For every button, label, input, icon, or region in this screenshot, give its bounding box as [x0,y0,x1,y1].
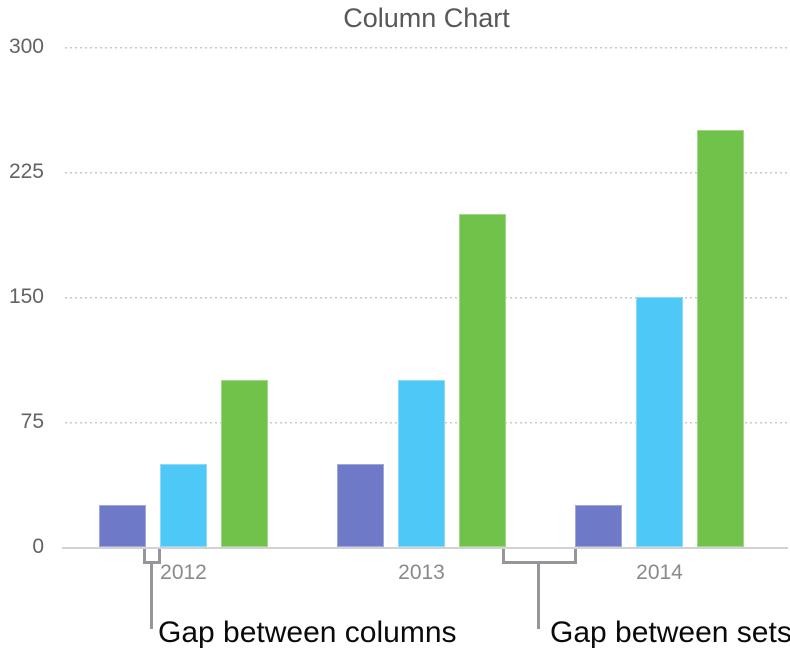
chart-title: Column Chart [343,3,510,33]
bar-series-3-green-2013 [459,213,506,547]
bar-series-2-blue-2012 [160,463,207,547]
bar-series-1-purple-2014 [575,505,622,547]
gap-between-sets-pointer-line [537,562,540,629]
y-axis-tick-label: 300 [8,35,44,58]
x-axis-baseline [62,547,788,549]
gridline-300 [65,47,788,49]
bar-series-1-purple-2013 [337,463,384,547]
plot-area [65,47,788,547]
bar-series-2-blue-2013 [398,380,445,547]
gridline-225 [65,172,788,174]
y-axis-tick-label: 150 [8,285,44,308]
x-axis-category-label: 2013 [398,561,445,584]
x-axis-category-label: 2012 [160,561,207,584]
bar-series-3-green-2014 [697,130,744,547]
gap-between-columns-label: Gap between columns [158,616,457,649]
gap-between-sets-label: Gap between sets [550,616,790,649]
bar-series-3-green-2012 [221,380,268,547]
gap-between-columns-pointer-line [150,562,153,629]
bar-series-1-purple-2012 [99,505,146,547]
x-axis-category-label: 2014 [636,561,683,584]
y-axis-tick-label: 75 [20,410,44,433]
y-axis-tick-label: 0 [32,535,44,558]
gridline-150 [65,297,788,299]
y-axis-tick-label: 225 [8,160,44,183]
bar-series-2-blue-2014 [636,297,683,547]
